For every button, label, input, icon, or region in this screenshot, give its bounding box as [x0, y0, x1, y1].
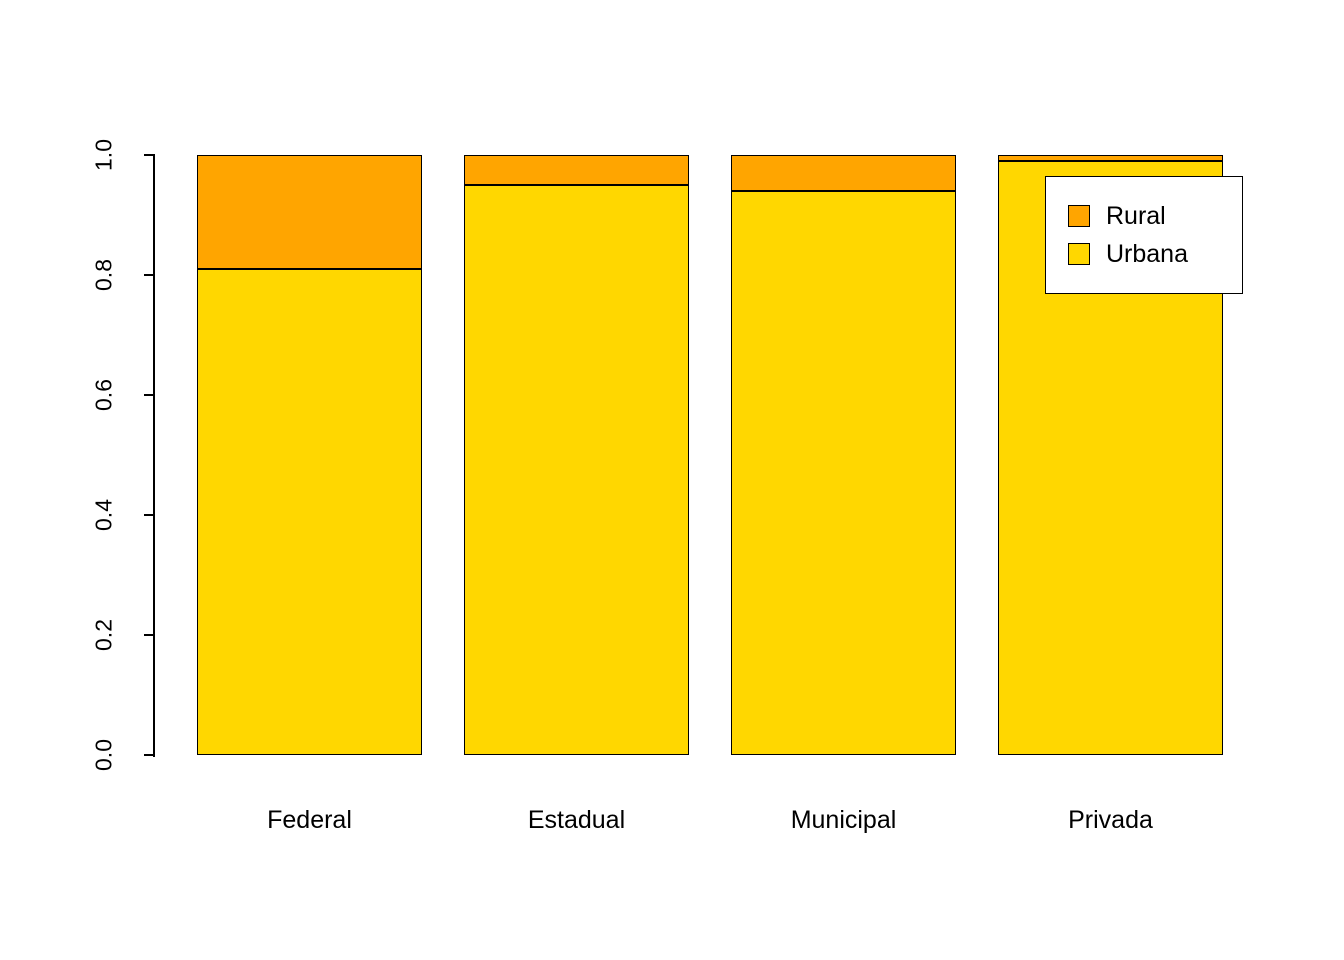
y-axis-line	[153, 154, 155, 757]
x-axis-label-estadual: Estadual	[527, 806, 626, 834]
y-tick	[144, 514, 153, 516]
y-tick	[144, 634, 153, 636]
x-axis-label-federal: Federal	[267, 806, 352, 834]
bar-federal-urbana	[197, 269, 422, 755]
y-tick	[144, 754, 153, 756]
y-tick-label: 0.6	[90, 379, 117, 411]
bar-estadual-rural	[464, 155, 689, 185]
bar-municipal-urbana	[731, 191, 956, 755]
y-tick	[144, 274, 153, 276]
legend-label-urbana: Urbana	[1106, 239, 1188, 268]
x-axis-label-privada: Privada	[1068, 806, 1153, 834]
y-tick	[144, 394, 153, 396]
y-tick	[144, 154, 153, 156]
bar-estadual-urbana	[464, 185, 689, 755]
bar-federal-rural	[197, 155, 422, 269]
bar-privada-rural	[998, 155, 1223, 161]
legend-item-rural: Rural	[1068, 197, 1242, 235]
y-tick-label: 0.8	[90, 259, 117, 291]
y-tick-label: 0.0	[90, 739, 117, 771]
x-axis-label-municipal: Municipal	[790, 806, 897, 834]
legend: Rural Urbana	[1045, 176, 1243, 294]
y-tick-label: 1.0	[90, 139, 117, 171]
urbana-swatch-icon	[1068, 243, 1090, 265]
legend-label-rural: Rural	[1106, 201, 1166, 230]
y-tick-label: 0.4	[90, 499, 117, 531]
plot-area	[155, 155, 1235, 755]
legend-item-urbana: Urbana	[1068, 235, 1242, 273]
rural-swatch-icon	[1068, 205, 1090, 227]
y-tick-label: 0.2	[90, 619, 117, 651]
bar-municipal-rural	[731, 155, 956, 191]
